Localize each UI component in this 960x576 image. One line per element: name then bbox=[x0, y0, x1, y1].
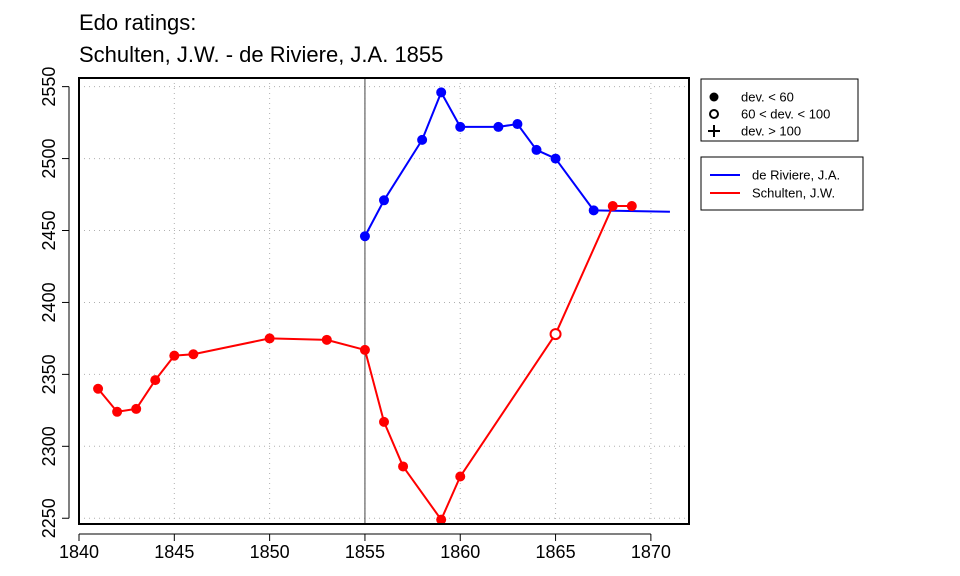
x-tick-label: 1860 bbox=[440, 542, 480, 562]
data-point bbox=[398, 461, 409, 472]
data-point bbox=[169, 350, 180, 361]
grid-lines bbox=[78, 78, 689, 524]
marker-legend-label: dev. < 60 bbox=[741, 90, 794, 105]
data-point bbox=[588, 205, 599, 216]
marker-legend-label: dev. > 100 bbox=[741, 124, 801, 139]
y-tick-label: 2400 bbox=[39, 282, 59, 322]
data-point bbox=[131, 403, 142, 414]
x-tick-label: 1855 bbox=[345, 542, 385, 562]
data-point bbox=[455, 121, 466, 132]
data-point bbox=[379, 416, 389, 427]
data-point bbox=[607, 201, 618, 212]
data-point bbox=[93, 383, 104, 394]
series-line bbox=[97, 205, 632, 521]
chart-title: Edo ratings: bbox=[79, 10, 196, 35]
series-legend-label: de Riviere, J.A. bbox=[752, 168, 840, 183]
x-tick-label: 1870 bbox=[631, 542, 671, 562]
data-point bbox=[493, 121, 504, 132]
data-point bbox=[112, 406, 123, 417]
series-legend-label: Schulten, J.W. bbox=[752, 186, 835, 201]
data-point bbox=[531, 144, 542, 155]
data-point bbox=[436, 87, 447, 98]
data-point bbox=[455, 471, 466, 482]
data-point-open bbox=[549, 328, 562, 341]
data-point bbox=[379, 195, 389, 206]
marker-legend-box bbox=[700, 78, 859, 142]
data-point bbox=[321, 334, 332, 345]
axes: 1840 1845 1850 1855 1860 1865 1870 2250 2300 2350… bbox=[39, 67, 671, 562]
data-point bbox=[626, 201, 637, 212]
plot-frame bbox=[78, 77, 690, 525]
data-point bbox=[264, 333, 275, 344]
x-tick-label: 1845 bbox=[154, 542, 194, 562]
y-tick-label: 2550 bbox=[39, 67, 59, 107]
marker-legend: dev. < 60 60 < dev. < 100 dev. > 100 bbox=[700, 78, 859, 142]
data-point bbox=[359, 344, 370, 355]
legend-open-circle-icon bbox=[709, 109, 719, 119]
chart-subtitle: Schulten, J.W. - de Riviere, J.A. 1855 bbox=[79, 42, 443, 67]
series-line bbox=[364, 91, 670, 237]
y-tick-label: 2500 bbox=[39, 139, 59, 179]
y-tick-label: 2300 bbox=[39, 426, 59, 466]
data-point bbox=[512, 119, 523, 130]
x-tick-label: 1840 bbox=[59, 542, 99, 562]
y-tick-label: 2250 bbox=[39, 498, 59, 538]
data-point bbox=[436, 514, 447, 525]
y-tick-label: 2350 bbox=[39, 354, 59, 394]
data-point bbox=[550, 153, 561, 164]
data-point bbox=[359, 231, 370, 242]
marker-legend-label: 60 < dev. < 100 bbox=[741, 107, 830, 122]
y-tick-label: 2450 bbox=[39, 210, 59, 250]
series-legend-box bbox=[700, 156, 864, 211]
x-tick-label: 1850 bbox=[250, 542, 290, 562]
data-point bbox=[417, 134, 428, 145]
data-point bbox=[188, 349, 199, 360]
series-layer bbox=[93, 87, 670, 525]
legend-filled-circle-icon bbox=[709, 92, 719, 102]
series-legend: de Riviere, J.A. Schulten, J.W. bbox=[700, 156, 864, 211]
data-point bbox=[150, 375, 161, 386]
x-tick-label: 1865 bbox=[536, 542, 576, 562]
